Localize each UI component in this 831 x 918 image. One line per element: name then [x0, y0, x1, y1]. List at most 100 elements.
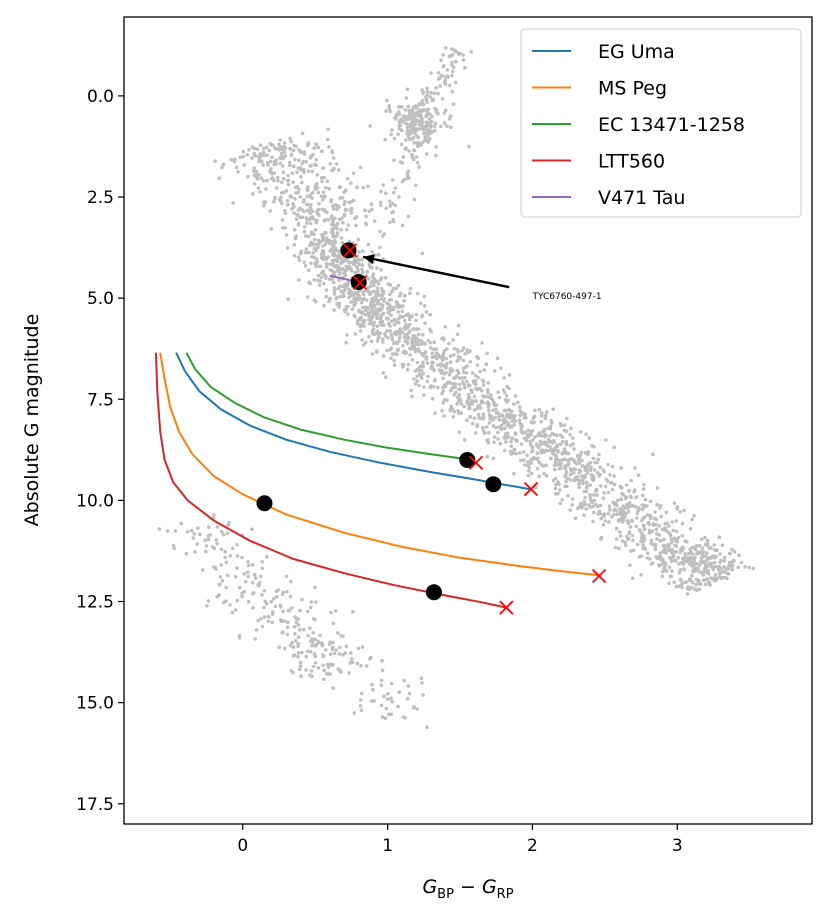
cloud-point	[525, 453, 529, 458]
cloud-point	[463, 365, 468, 370]
cloud-point	[329, 222, 334, 227]
cloud-point	[331, 207, 336, 211]
current-position-marker	[459, 451, 476, 468]
cloud-point	[341, 634, 345, 639]
cloud-point	[299, 674, 303, 678]
cloud-point	[258, 143, 263, 147]
cloud-point	[336, 264, 341, 269]
cloud-point	[608, 508, 612, 512]
cloud-point	[359, 664, 363, 668]
cloud-point	[571, 436, 575, 440]
cloud-point	[324, 186, 328, 190]
cloud-point	[390, 210, 394, 215]
cloud-point	[280, 180, 284, 185]
cloud-point	[347, 671, 351, 675]
cloud-point	[697, 570, 701, 574]
cloud-point	[318, 279, 322, 283]
cloud-point	[341, 294, 346, 299]
cloud-point	[590, 476, 594, 481]
cloud-point	[507, 423, 511, 427]
cloud-point	[430, 397, 435, 401]
cloud-point	[526, 473, 531, 478]
cloud-point	[489, 393, 493, 397]
cloud-point	[544, 474, 549, 478]
cloud-point	[370, 250, 374, 254]
cloud-point	[478, 406, 483, 410]
cloud-point	[575, 453, 580, 458]
cloud-point	[316, 666, 321, 670]
cloud-point	[261, 203, 266, 208]
cloud-point	[390, 178, 395, 182]
end-point-marker	[591, 568, 607, 584]
cloud-point	[264, 187, 268, 191]
cloud-point	[252, 572, 257, 577]
cloud-point	[588, 497, 593, 501]
cloud-point	[390, 681, 394, 686]
cloud-point	[613, 545, 618, 550]
cloud-point	[413, 369, 418, 373]
cloud-point	[327, 186, 332, 191]
cloud-point	[335, 301, 340, 306]
cloud-point	[282, 141, 287, 145]
cloud-point	[639, 536, 644, 540]
cloud-point	[317, 242, 321, 246]
cloud-point	[309, 221, 313, 226]
cloud-point	[370, 682, 374, 687]
cloud-point	[304, 160, 309, 164]
cloud-point	[680, 547, 685, 552]
cloud-point	[424, 124, 429, 128]
cloud-point	[497, 418, 502, 422]
cloud-point	[298, 149, 303, 154]
cloud-point	[360, 263, 365, 268]
cloud-point	[484, 362, 489, 367]
cloud-point	[653, 542, 658, 547]
cloud-point	[305, 188, 310, 193]
cloud-point	[274, 162, 279, 166]
cloud-point	[537, 431, 542, 435]
cloud-point	[664, 510, 669, 515]
cloud-point	[452, 392, 457, 397]
cloud-point	[364, 664, 369, 668]
cloud-point	[415, 374, 420, 379]
cloud-point	[455, 368, 460, 373]
cloud-point	[315, 173, 320, 177]
cloud-point	[441, 401, 446, 405]
cloud-point	[604, 438, 608, 442]
cloud-point	[481, 412, 486, 417]
cloud-point	[414, 118, 419, 122]
cloud-point	[358, 329, 363, 333]
cloud-point	[689, 556, 694, 560]
cloud-point	[328, 640, 333, 644]
cloud-point	[692, 560, 696, 564]
cloud-point	[388, 329, 393, 333]
cloud-point	[537, 474, 541, 479]
cloud-point	[651, 452, 655, 457]
cloud-point	[322, 272, 327, 277]
cloud-point	[366, 285, 371, 290]
cloud-point	[692, 514, 696, 518]
cloud-point	[475, 424, 480, 428]
cloud-point	[564, 470, 569, 474]
cloud-point	[727, 563, 731, 568]
cloud-point	[402, 298, 406, 303]
cloud-point	[324, 288, 329, 292]
cloud-point	[412, 197, 417, 202]
cloud-point	[467, 144, 471, 149]
cloud-point	[299, 174, 303, 179]
cloud-point	[306, 169, 311, 173]
cloud-point	[250, 580, 255, 585]
cloud-point	[662, 543, 667, 548]
cloud-point	[370, 305, 375, 309]
y-tick-label: 15.0	[76, 694, 114, 714]
cloud-point	[281, 164, 285, 168]
cloud-point	[400, 309, 405, 314]
cloud-point	[461, 58, 466, 62]
cloud-point	[539, 419, 543, 424]
cloud-point	[683, 539, 688, 543]
legend-label: EG Uma	[598, 41, 675, 63]
cloud-point	[212, 565, 216, 569]
cloud-point	[291, 202, 295, 206]
cloud-point	[242, 590, 247, 594]
cloud-point	[279, 151, 284, 156]
cloud-point	[332, 264, 336, 268]
